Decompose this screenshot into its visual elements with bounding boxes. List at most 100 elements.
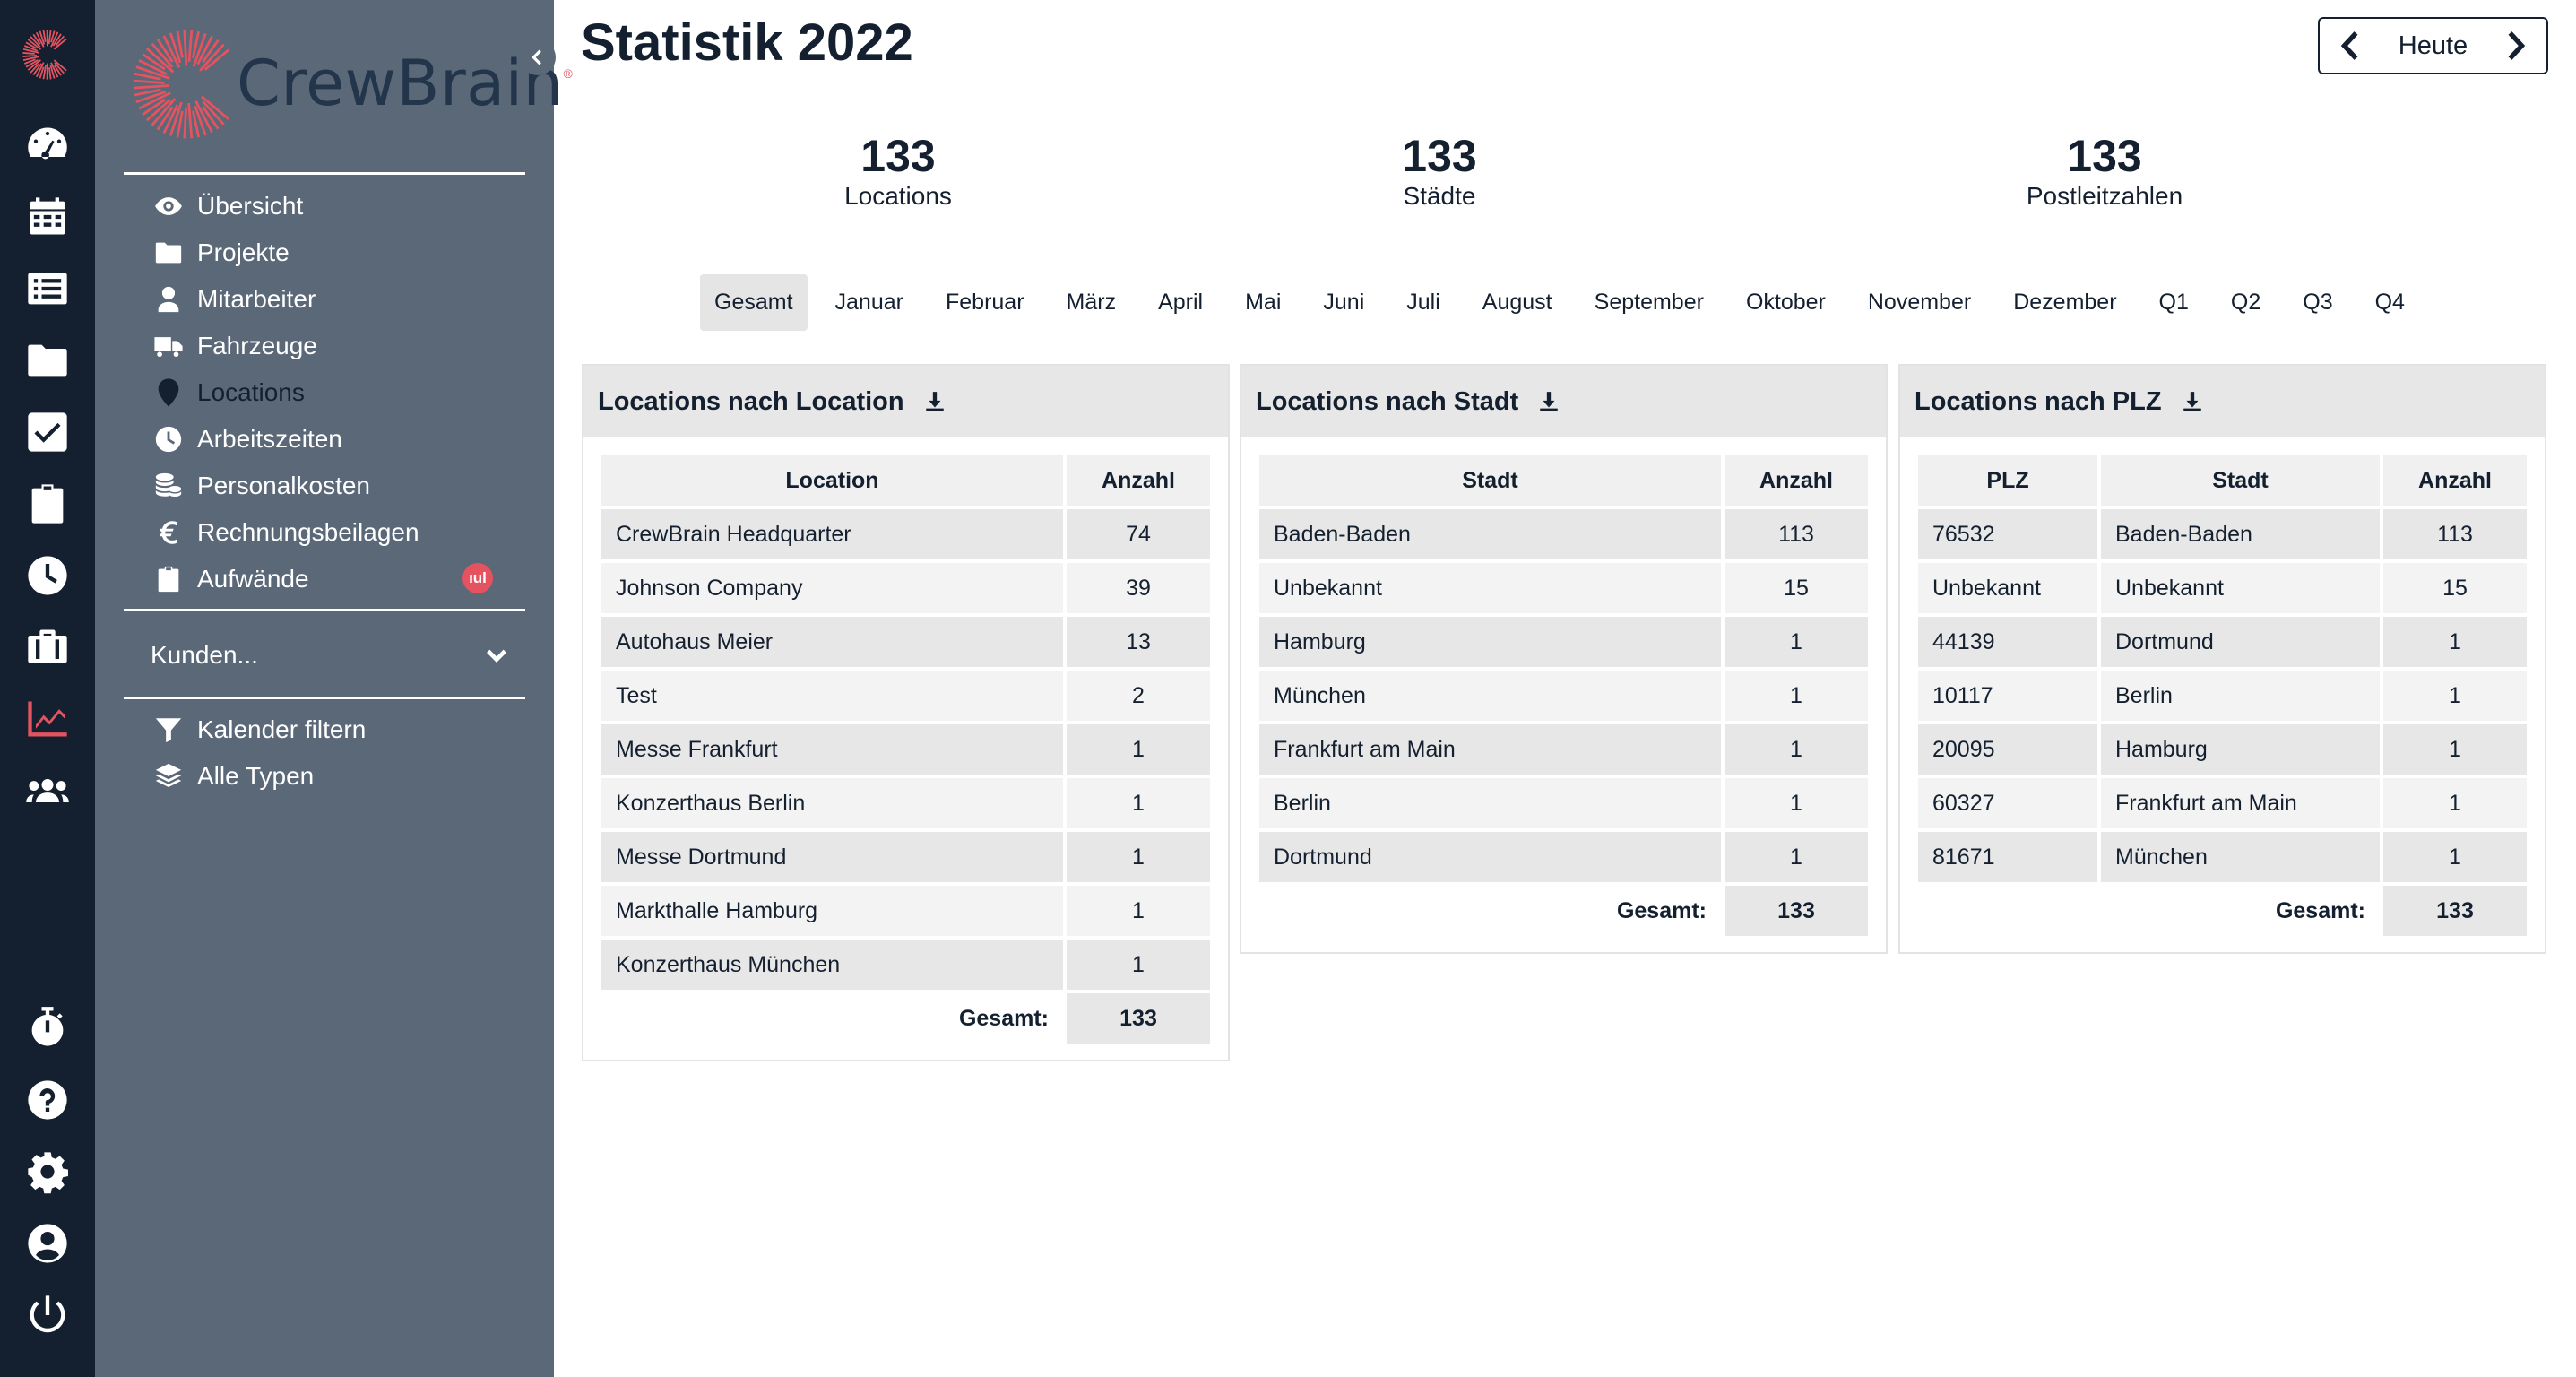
table-row: Hamburg 1 [1259, 617, 1868, 667]
period-tab[interactable]: Q4 [2374, 290, 2405, 315]
table-cell: 81671 [1918, 832, 2097, 882]
table-cell: Messe Dortmund [601, 832, 1063, 882]
table-cell: Baden-Baden [1259, 509, 1721, 559]
period-tab[interactable]: Juni [1323, 290, 1365, 315]
kpi-locations: 133 Locations [808, 131, 988, 212]
chevron-right-icon [2508, 31, 2526, 60]
table-cell: 2 [1067, 671, 1210, 721]
nav-item-label: Rechnungsbeilagen [197, 518, 419, 546]
table-cell: Johnson Company [601, 563, 1063, 613]
brand-registered: ® [563, 66, 573, 81]
folder-icon[interactable] [21, 333, 74, 387]
city-table: Stadt Anzahl Baden-Baden 113 Unbekannt 15 Ha… [1256, 452, 1871, 940]
period-tab[interactable]: Februar [945, 290, 1024, 315]
table-cell: 113 [2383, 509, 2527, 559]
period-tab[interactable]: März [1066, 290, 1117, 315]
period-tab[interactable]: Dezember [2013, 290, 2117, 315]
user-circle-icon[interactable] [21, 1217, 74, 1270]
table-row: Dortmund 1 [1259, 832, 1868, 882]
help-icon[interactable] [21, 1073, 74, 1127]
period-tab[interactable]: September [1594, 290, 1704, 315]
table-cell: Konzerthaus Berlin [601, 778, 1063, 828]
previous-button[interactable] [2332, 26, 2368, 65]
period-tab[interactable]: Juli [1406, 290, 1440, 315]
kpi-label: Städte [1403, 182, 1476, 210]
table-cell: Unbekannt [1259, 563, 1721, 613]
nav-item-uebersicht[interactable]: Übersicht [151, 183, 303, 230]
table-cell: Dortmund [2101, 617, 2380, 667]
nav-item-mitarbeiter[interactable]: Mitarbeiter [151, 276, 316, 323]
nav-item-personalkosten[interactable]: Personalkosten [151, 463, 370, 509]
filter-icon [151, 712, 186, 748]
table-cell: Test [601, 671, 1063, 721]
next-button[interactable] [2498, 26, 2534, 65]
card-title: Locations nach PLZ [1915, 386, 2162, 416]
period-tab[interactable]: Q3 [2303, 290, 2333, 315]
card-title: Locations nach Location [598, 386, 904, 416]
gear-icon[interactable] [21, 1145, 74, 1199]
type-filter-button[interactable]: Alle Typen [151, 753, 314, 800]
download-button[interactable] [917, 384, 953, 420]
period-tab[interactable]: Januar [834, 290, 903, 315]
power-icon[interactable] [21, 1288, 74, 1342]
calendar-icon[interactable] [21, 190, 74, 244]
period-tab[interactable]: Oktober [1745, 290, 1826, 315]
stopwatch-icon[interactable] [21, 1001, 74, 1055]
table-row: Johnson Company 39 [601, 563, 1210, 613]
period-tab[interactable]: Q2 [2230, 290, 2261, 315]
calendar-filter-button[interactable]: Kalender filtern [151, 706, 366, 753]
period-tab[interactable]: August [1482, 290, 1552, 315]
chart-icon[interactable] [21, 692, 74, 746]
table-row: Messe Dortmund 1 [601, 832, 1210, 882]
card-header: Locations nach Stadt [1241, 366, 1886, 437]
period-tab[interactable]: April [1158, 290, 1204, 315]
download-button[interactable] [2174, 384, 2210, 420]
card-locations-by-city: Locations nach Stadt Stadt Anzahl Baden-… [1240, 364, 1888, 954]
nav-item-locations[interactable]: Locations [151, 369, 305, 416]
crewbrain-logo-icon[interactable] [21, 28, 74, 82]
table-cell: 1 [1725, 617, 1868, 667]
period-tab[interactable]: Gesamt [700, 274, 808, 331]
total-value: 133 [1067, 993, 1210, 1044]
nav-item-fahrzeuge[interactable]: Fahrzeuge [151, 323, 317, 369]
nav-item-label: Alle Typen [197, 762, 315, 790]
divider [124, 609, 525, 611]
table-row: Autohaus Meier 13 [601, 617, 1210, 667]
list-icon[interactable] [21, 262, 74, 316]
table-row: 76532 Baden-Baden 113 [1918, 509, 2527, 559]
divider [124, 172, 525, 175]
today-button[interactable]: Heute [2398, 30, 2468, 60]
table-cell: Unbekannt [2101, 563, 2380, 613]
users-icon[interactable] [21, 764, 74, 818]
nav-item-rechnungsbeilagen[interactable]: Rechnungsbeilagen [151, 509, 419, 556]
dashboard-icon[interactable] [21, 118, 74, 172]
nav-item-aufwaende[interactable]: Aufwände [151, 556, 309, 602]
brand-logo[interactable]: CrewBrain ® [129, 25, 573, 142]
clock-icon[interactable] [21, 549, 74, 602]
checkbox-icon[interactable] [21, 405, 74, 459]
nav-item-projekte[interactable]: Projekte [151, 230, 290, 276]
column-header: Stadt [2101, 455, 2380, 506]
total-row: Gesamt: 133 [1259, 886, 1868, 936]
crewbrain-mark-icon [133, 30, 230, 139]
card-locations-by-plz: Locations nach PLZ PLZ Stadt Anzahl 7653… [1898, 364, 2546, 954]
period-tab[interactable]: November [1867, 290, 1972, 315]
period-tab[interactable]: Mai [1245, 290, 1282, 315]
clipboard-icon [151, 561, 186, 597]
briefcase-icon[interactable] [21, 620, 74, 674]
table-cell: Messe Frankfurt [601, 724, 1063, 775]
table-cell: 1 [2383, 832, 2527, 882]
kunden-dropdown[interactable]: Kunden... [151, 632, 509, 679]
table-row: Konzerthaus München 1 [601, 940, 1210, 990]
period-tab[interactable]: Q1 [2158, 290, 2189, 315]
table-row: Test 2 [601, 671, 1210, 721]
nav-item-arbeitszeiten[interactable]: Arbeitszeiten [151, 416, 342, 463]
table-cell: 1 [2383, 778, 2527, 828]
clipboard-icon[interactable] [21, 477, 74, 531]
collapse-panel-button[interactable] [520, 39, 556, 75]
chevron-down-icon [487, 649, 506, 663]
kpi-postleitzahlen: 133 Postleitzahlen [1970, 131, 2239, 212]
notification-badge[interactable]: ıul [462, 563, 493, 593]
kpi-staedte: 133 Städte [1350, 131, 1529, 212]
download-button[interactable] [1531, 384, 1567, 420]
